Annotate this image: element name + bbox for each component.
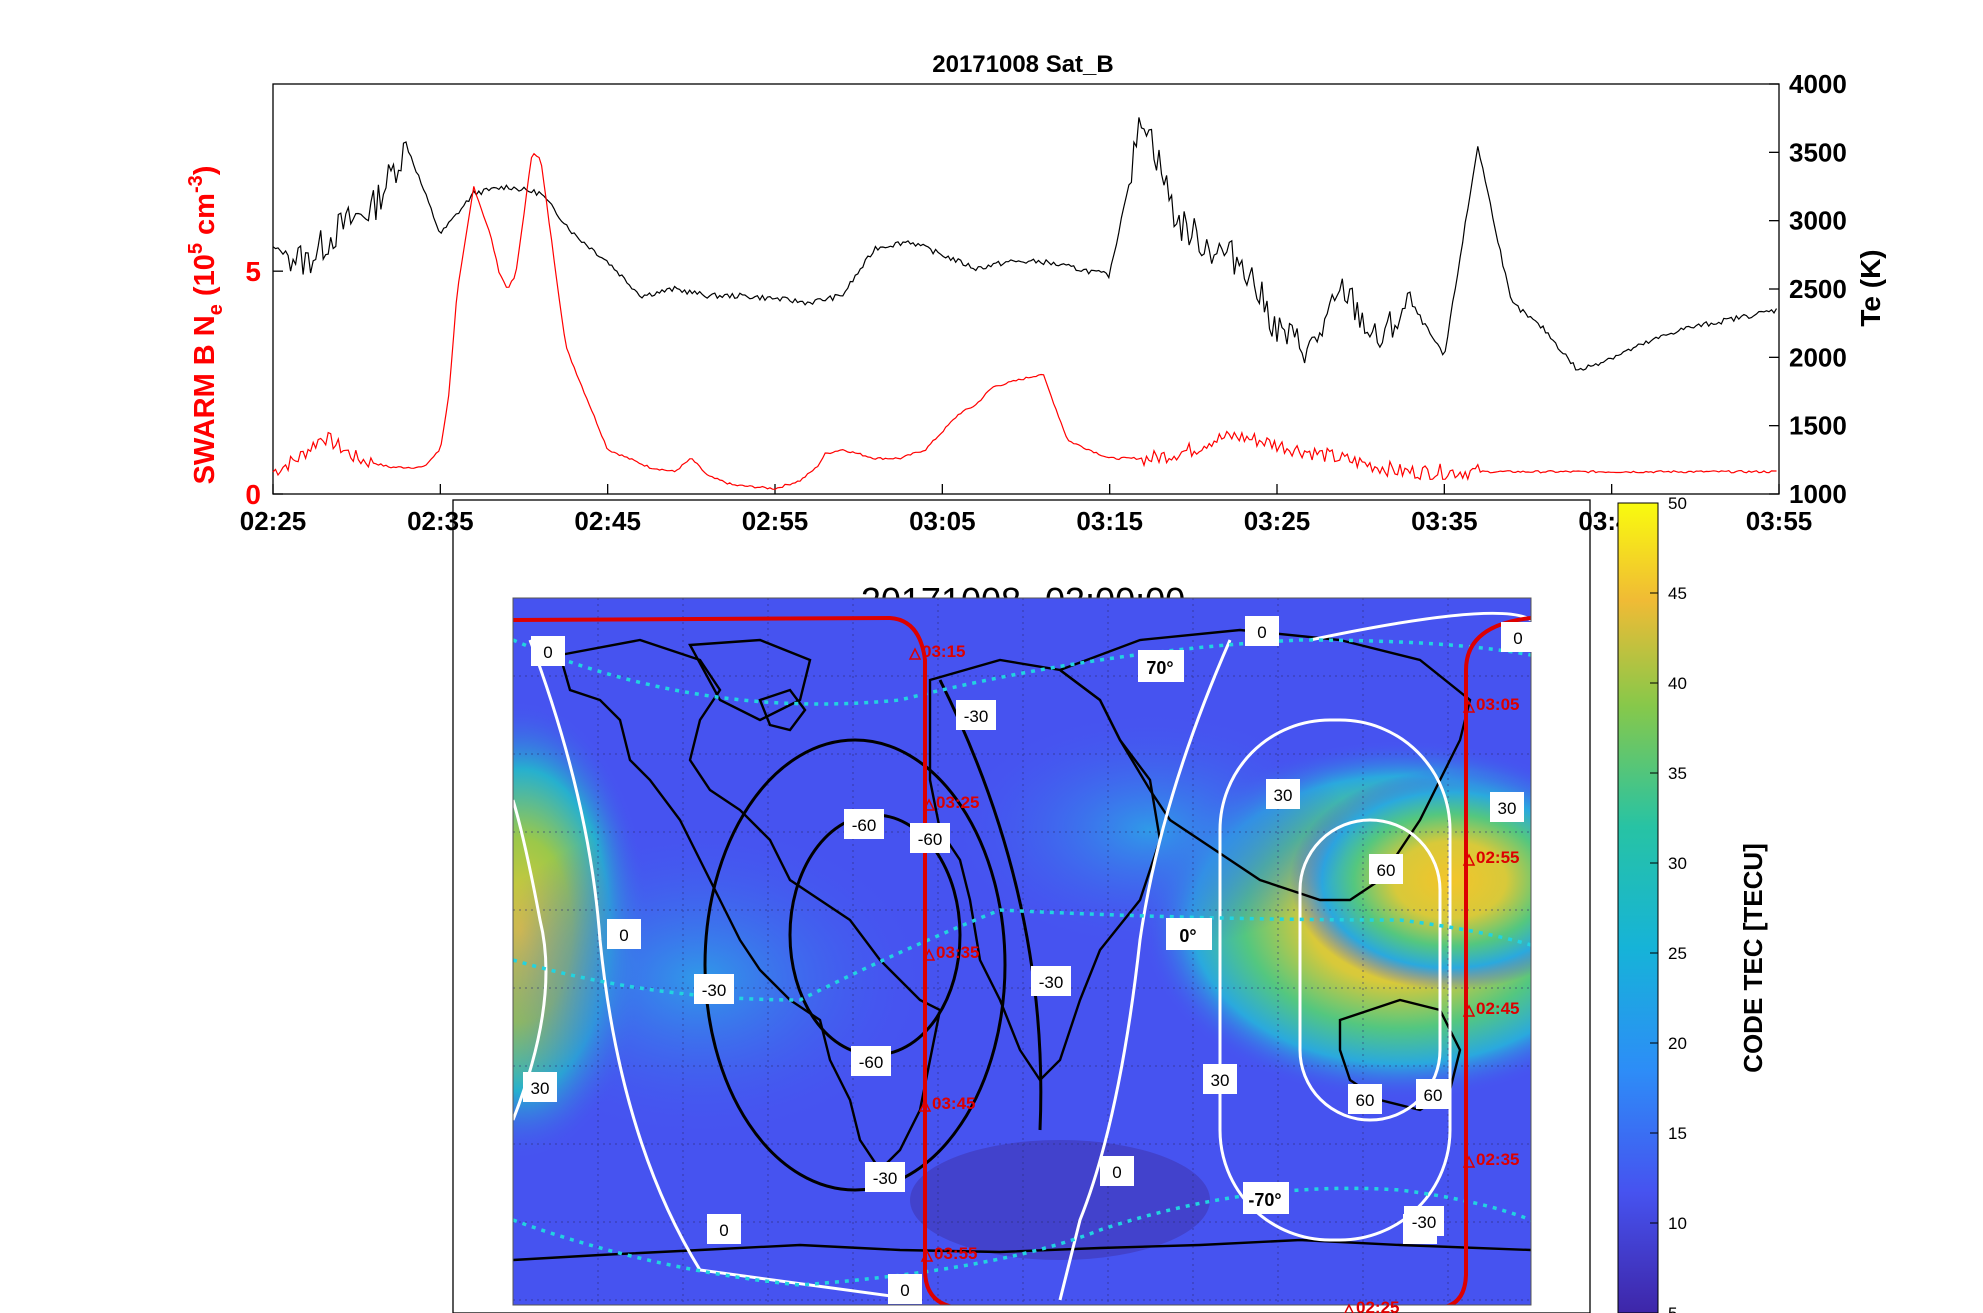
left-tick-label: 5 xyxy=(245,256,261,287)
contour-label: 60 xyxy=(1377,861,1396,880)
te-series-line xyxy=(272,117,1778,371)
colorbar xyxy=(1617,502,1659,1313)
left-y-label: SWARM B Ne (105 cm-3) xyxy=(185,166,227,485)
right-tick-label: 3500 xyxy=(1789,137,1847,167)
contour-label: 0 xyxy=(543,643,552,662)
contour-label: 0 xyxy=(619,926,628,945)
lat-label: 70° xyxy=(1146,658,1173,678)
satellite-track xyxy=(513,615,1531,1305)
track-time-label: 02:45 xyxy=(1476,999,1519,1018)
colorbar-tick-label: 10 xyxy=(1668,1214,1687,1233)
colorbar-label: CODE TEC [TECU] xyxy=(1738,843,1768,1073)
track-time-label: 03:25 xyxy=(936,793,979,812)
x-tick-label: 03:35 xyxy=(1411,506,1478,536)
x-tick-label: 02:55 xyxy=(742,506,809,536)
contour-label: 30 xyxy=(531,1079,550,1098)
right-tick-label: 2500 xyxy=(1789,274,1847,304)
colorbar-tick-label: 40 xyxy=(1668,674,1687,693)
x-tick-label: 03:55 xyxy=(1746,506,1813,536)
colorbar-tick-label: 5 xyxy=(1668,1304,1677,1313)
x-tick-label: 03:25 xyxy=(1244,506,1311,536)
track-time-label: 03:15 xyxy=(922,642,965,661)
left-tick-label: 0 xyxy=(245,479,261,510)
lat-label: 0° xyxy=(1179,926,1196,946)
contour-label: -30 xyxy=(1412,1213,1437,1232)
colorbar-tick-label: 35 xyxy=(1668,764,1687,783)
track-time-label: 02:35 xyxy=(1476,1150,1519,1169)
contour-label: 60 xyxy=(1356,1091,1375,1110)
track-time-label: 03:55 xyxy=(934,1244,977,1263)
map-border xyxy=(512,597,1532,1306)
contour-label: 0 xyxy=(719,1221,728,1240)
svg-text:SWARM B Ne (105 cm-3): SWARM B Ne (105 cm-3) xyxy=(185,166,227,485)
x-tick-label: 03:05 xyxy=(909,506,976,536)
lat-labels: 70° 0° -70° xyxy=(1138,650,1289,1214)
track-time-label: 02:25 xyxy=(1356,1298,1399,1313)
contour-label: 0 xyxy=(900,1281,909,1300)
contour-label: 60 xyxy=(1424,1086,1443,1105)
map-field xyxy=(513,598,1531,1305)
track-time-label: 03:05 xyxy=(1476,695,1519,714)
right-tick-label: 2000 xyxy=(1789,342,1847,372)
ne-series-line xyxy=(272,152,1777,490)
track-time-label: 03:45 xyxy=(932,1094,975,1113)
top-tick-labels: 02:25 02:35 02:45 02:55 03:05 03:15 03:25 03:35… xyxy=(240,69,1847,536)
x-tick-label: 02:35 xyxy=(407,506,474,536)
x-tick-label: 02:25 xyxy=(240,506,307,536)
x-tick-label: 03:15 xyxy=(1076,506,1143,536)
right-tick-label: 1500 xyxy=(1789,411,1847,441)
magnetic-latitude-lines xyxy=(513,638,1531,1287)
right-tick-label: 1000 xyxy=(1789,479,1847,509)
colorbar-tick-label: 30 xyxy=(1668,854,1687,873)
contour-label: -60 xyxy=(859,1053,884,1072)
contour-labels: 00000003030303030606060-30-30-30-30-60-6… xyxy=(523,616,1535,1304)
contour-label: -30 xyxy=(1039,973,1064,992)
contour-label: 0 xyxy=(1257,623,1266,642)
colorbar-tick-label: 50 xyxy=(1668,494,1687,513)
top-chart-title: 20171008 Sat_B xyxy=(932,51,1113,78)
contour-label: -60 xyxy=(918,830,943,849)
contour-label: 30 xyxy=(1274,786,1293,805)
contour-label: 30 xyxy=(1211,1071,1230,1090)
x-tick-label: 02:45 xyxy=(574,506,641,536)
right-tick-label: 3000 xyxy=(1789,206,1847,236)
contour-label: -30 xyxy=(702,981,727,1000)
contour-label: 0 xyxy=(1513,629,1522,648)
right-y-label: Te (K) xyxy=(1855,249,1886,326)
right-tick-label: 4000 xyxy=(1789,69,1847,99)
colorbar-tick-label: 25 xyxy=(1668,944,1687,963)
colorbar-ticks: 5 10 15 20 25 30 35 40 45 50 xyxy=(1650,494,1687,1313)
contour-label: -60 xyxy=(852,816,877,835)
white-contours xyxy=(513,611,1531,1302)
contour-label: -30 xyxy=(873,1169,898,1188)
map-axes-frame xyxy=(452,499,1591,1313)
track-time-label: 02:55 xyxy=(1476,848,1519,867)
lat-label: -70° xyxy=(1248,1190,1281,1210)
contour-label: 30 xyxy=(1498,799,1517,818)
contour-label: 0 xyxy=(1112,1163,1121,1182)
colorbar-tick-label: 20 xyxy=(1668,1034,1687,1053)
colorbar-tick-label: 15 xyxy=(1668,1124,1687,1143)
top-chart: 20171008 Sat_B 02:25 02:35 02:45 02:55 03:05… xyxy=(185,51,1886,536)
track-time-label: 03:35 xyxy=(936,943,979,962)
colorbar-tick-label: 45 xyxy=(1668,584,1687,603)
top-ticks xyxy=(272,83,1780,495)
track-time-labels: 03:05 02:55 02:45 02:35 02:25 03:15 03:25 03:35… xyxy=(908,642,1519,1313)
contour-label: -30 xyxy=(964,707,989,726)
